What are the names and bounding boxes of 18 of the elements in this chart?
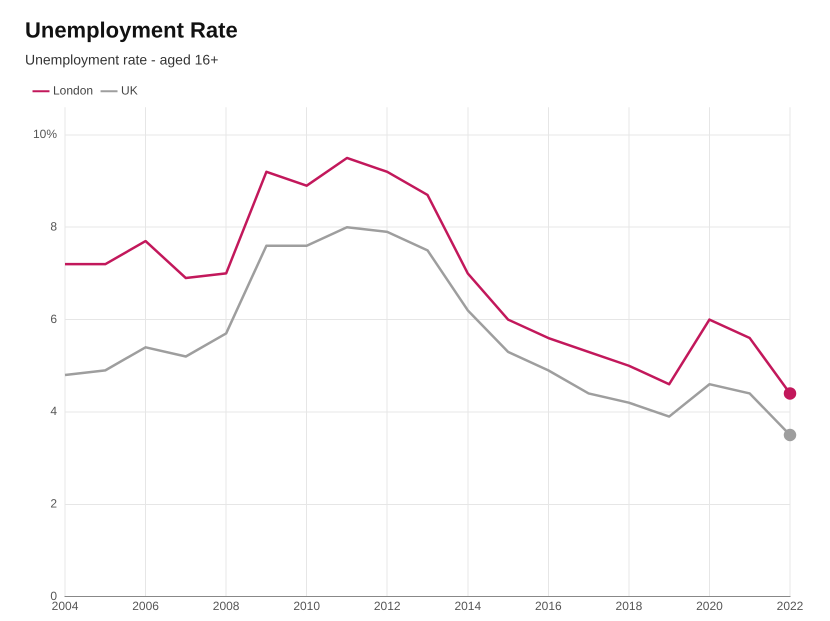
chart-title: Unemployment Rate <box>25 17 238 42</box>
x-tick-label: 2022 <box>776 599 804 614</box>
x-tick-label: 2008 <box>212 599 240 614</box>
x-tick-label: 2012 <box>374 599 401 614</box>
y-tick-label: 6 <box>50 312 58 326</box>
y-tick-label: 10% <box>32 127 58 142</box>
y-tick-label: 2 <box>50 496 58 511</box>
x-tick-label: 2020 <box>696 599 724 614</box>
legend-label: UK <box>121 84 138 98</box>
legend-label: London <box>53 84 94 98</box>
x-tick-label: 2016 <box>534 599 562 614</box>
y-tick-label: 8 <box>50 220 58 234</box>
y-tick-label: 4 <box>50 404 58 418</box>
x-tick-label: 2010 <box>293 599 320 614</box>
chart-subtitle: Unemployment rate - aged 16+ <box>25 52 218 68</box>
x-tick-label: 2018 <box>616 599 643 614</box>
x-tick-label: 2014 <box>454 599 482 614</box>
x-tick-label: 2006 <box>132 599 160 614</box>
